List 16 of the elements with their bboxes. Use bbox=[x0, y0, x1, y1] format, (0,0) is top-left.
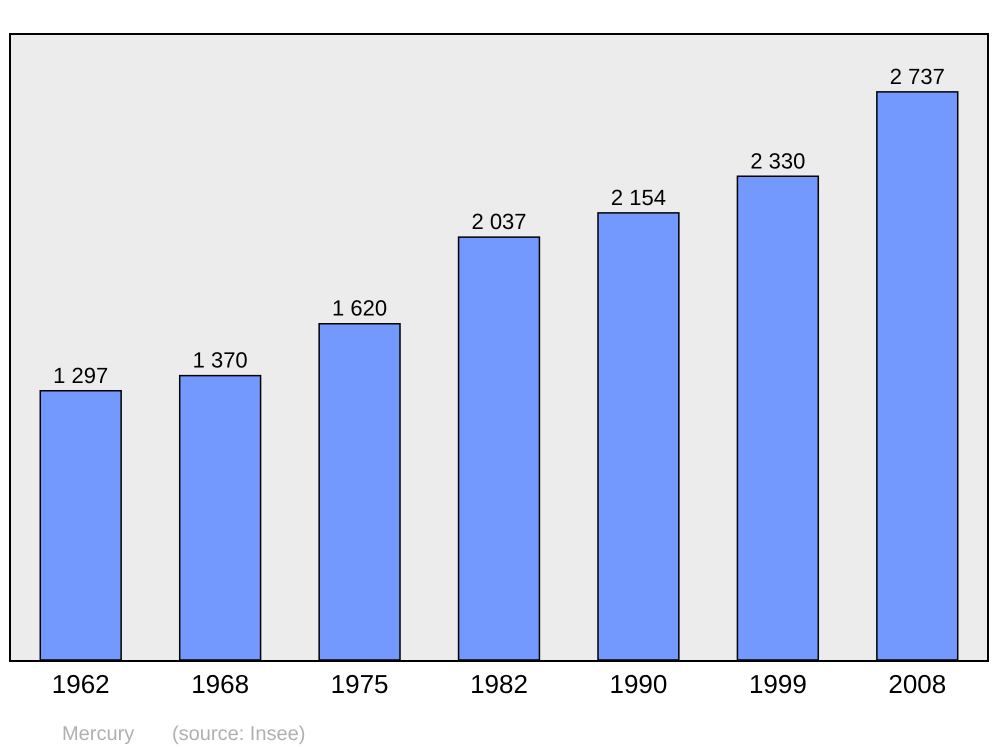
x-tick-label: 2008 bbox=[888, 669, 946, 700]
text: (source: Insee) bbox=[172, 723, 306, 745]
data-label: 2 330 bbox=[750, 148, 806, 174]
data-label: 2 037 bbox=[471, 209, 527, 234]
x-tick-label: 1975 bbox=[330, 669, 388, 700]
data-label: 2 737 bbox=[890, 64, 945, 89]
data-label: 2 154 bbox=[610, 184, 666, 210]
x-tick-label: 1990 bbox=[610, 669, 668, 700]
text: Mercury bbox=[62, 723, 134, 745]
x-tick-label: 1968 bbox=[191, 669, 250, 700]
data-label: 1 370 bbox=[192, 348, 248, 373]
x-tick-label: 1982 bbox=[470, 669, 528, 700]
x-tick-label: 1962 bbox=[52, 669, 110, 700]
x-tick-label: 1999 bbox=[748, 669, 807, 700]
data-label: 1 297 bbox=[53, 362, 108, 388]
data-label: 1 620 bbox=[332, 296, 388, 321]
